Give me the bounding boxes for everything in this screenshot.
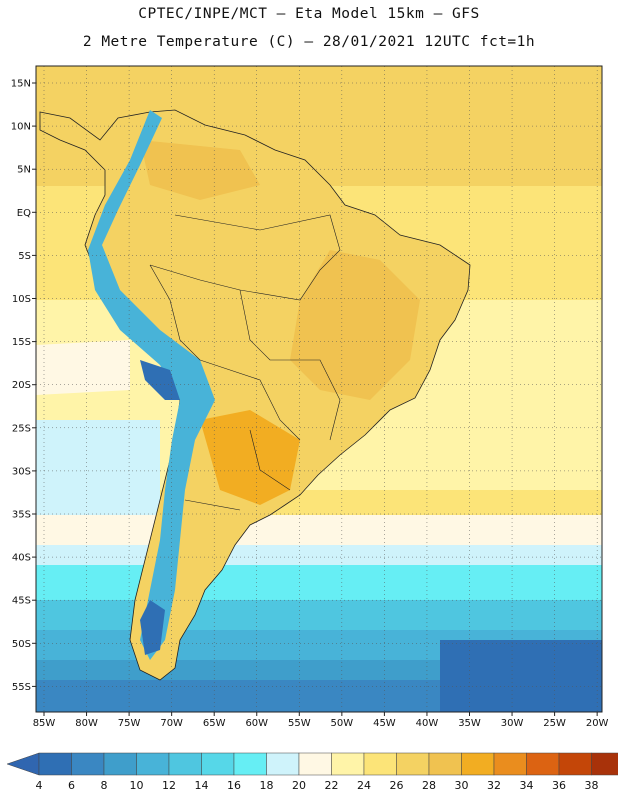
lat-label: 35S bbox=[12, 510, 31, 521]
colorbar-label: 16 bbox=[227, 779, 241, 792]
colorbar-label: 38 bbox=[585, 779, 599, 792]
colorbar-label: 8 bbox=[101, 779, 108, 792]
colorbar-swatch bbox=[558, 752, 592, 776]
colorbar-swatch bbox=[136, 752, 170, 776]
chaco-hot-zone bbox=[200, 410, 300, 505]
colorbar-swatch bbox=[493, 752, 527, 776]
colorbar-label: 26 bbox=[390, 779, 404, 792]
lon-label: 65W bbox=[203, 718, 226, 729]
lon-label: 35W bbox=[458, 718, 481, 729]
chart-subtitle: 2 Metre Temperature (C) – 28/01/2021 12U… bbox=[82, 34, 536, 50]
colorbar-label: 18 bbox=[260, 779, 274, 792]
colorbar-label: 24 bbox=[357, 779, 371, 792]
temperature-map: 15N 10N 5N EQ 5S 10S 15S 20S 25S 30S 35S 40S 45S 50S 5… bbox=[11, 65, 609, 730]
colorbar-label: 28 bbox=[422, 779, 436, 792]
colorbar-swatch bbox=[298, 752, 332, 776]
colorbar-swatch bbox=[331, 752, 365, 776]
colorbar-label: 30 bbox=[455, 779, 469, 792]
colorbar-label: 10 bbox=[130, 779, 144, 792]
colorbar-swatch bbox=[396, 752, 430, 776]
chart-title: CPTEC/INPE/MCT – Eta Model 15km – GFS bbox=[138, 6, 480, 22]
lon-label: 80W bbox=[75, 718, 98, 729]
colorbar-label: 34 bbox=[520, 779, 534, 792]
colorbar-label: 12 bbox=[162, 779, 176, 792]
axis-ticks: 15N 10N 5N EQ 5S 10S 15S 20S 25S 30S 35S 40S 45S 50S 5… bbox=[11, 79, 609, 730]
ocean-band-4 bbox=[440, 640, 602, 712]
lon-label: 20W bbox=[586, 718, 609, 729]
altiplano-cold bbox=[140, 360, 180, 400]
lat-label: 20S bbox=[12, 380, 31, 391]
colorbar-min-arrow bbox=[6, 752, 40, 776]
patagonia-cold bbox=[140, 600, 165, 655]
colorbar-swatch bbox=[461, 752, 495, 776]
colorbar-swatch bbox=[71, 752, 105, 776]
lon-label: 55W bbox=[288, 718, 311, 729]
andes-cordillera bbox=[88, 110, 215, 660]
lat-label: 30S bbox=[12, 466, 31, 477]
lat-label: 55S bbox=[12, 682, 31, 693]
lat-label: 15N bbox=[11, 79, 31, 90]
ocean-band-12 bbox=[36, 600, 602, 630]
colorbar-swatch bbox=[233, 752, 267, 776]
lat-label: 15S bbox=[12, 337, 31, 348]
lat-label: 25S bbox=[12, 423, 31, 434]
lat-label: 50S bbox=[12, 639, 31, 650]
colorbar-label: 20 bbox=[292, 779, 306, 792]
venezuela-hot-zone bbox=[140, 140, 260, 200]
colorbar-swatch bbox=[428, 752, 462, 776]
lat-label: EQ bbox=[17, 208, 31, 219]
pacific-cool-patch bbox=[36, 420, 160, 520]
map-field bbox=[36, 66, 602, 712]
colorbar-label: 22 bbox=[325, 779, 339, 792]
colorbar: 4 6 8 10 12 14 16 18 20 22 24 26 28 30 32 34 36 38 bbox=[6, 752, 618, 792]
map-frame bbox=[35, 65, 603, 713]
colorbar-swatches bbox=[6, 752, 618, 776]
lon-label: 60W bbox=[245, 718, 268, 729]
lon-label: 25W bbox=[543, 718, 566, 729]
lat-label: 10S bbox=[12, 294, 31, 305]
colorbar-swatch bbox=[201, 752, 235, 776]
ocean-band-22 bbox=[36, 515, 602, 545]
lon-label: 50W bbox=[331, 718, 354, 729]
colorbar-swatch bbox=[103, 752, 137, 776]
colorbar-label: 6 bbox=[68, 779, 75, 792]
lon-label: 40W bbox=[416, 718, 439, 729]
colorbar-swatch bbox=[591, 752, 618, 776]
lon-label: 30W bbox=[501, 718, 524, 729]
colorbar-swatch bbox=[526, 752, 560, 776]
lon-label: 45W bbox=[373, 718, 396, 729]
colorbar-label: 36 bbox=[552, 779, 566, 792]
lon-label: 70W bbox=[160, 718, 183, 729]
lat-label: 45S bbox=[12, 596, 31, 607]
ocean-band-16 bbox=[36, 565, 602, 600]
colorbar-swatch bbox=[266, 752, 300, 776]
colorbar-swatch bbox=[38, 752, 72, 776]
colorbar-swatch bbox=[168, 752, 202, 776]
lat-label: 40S bbox=[12, 553, 31, 564]
lon-label: 75W bbox=[118, 718, 141, 729]
colorbar-swatch bbox=[363, 752, 397, 776]
colorbar-label: 32 bbox=[487, 779, 501, 792]
brazil-hot-zone bbox=[290, 250, 420, 400]
colorbar-label: 4 bbox=[36, 779, 43, 792]
colorbar-labels: 4 6 8 10 12 14 16 18 20 22 24 26 28 30 32 34 36 38 bbox=[36, 779, 599, 792]
lat-label: 5S bbox=[18, 251, 31, 262]
ocean-band-18 bbox=[36, 545, 602, 565]
lat-label: 5N bbox=[17, 165, 31, 176]
country-borders bbox=[149, 214, 341, 511]
lat-label: 10N bbox=[11, 122, 31, 133]
colorbar-label: 14 bbox=[195, 779, 209, 792]
lon-label: 85W bbox=[33, 718, 56, 729]
pacific-mild-patch bbox=[36, 340, 130, 395]
